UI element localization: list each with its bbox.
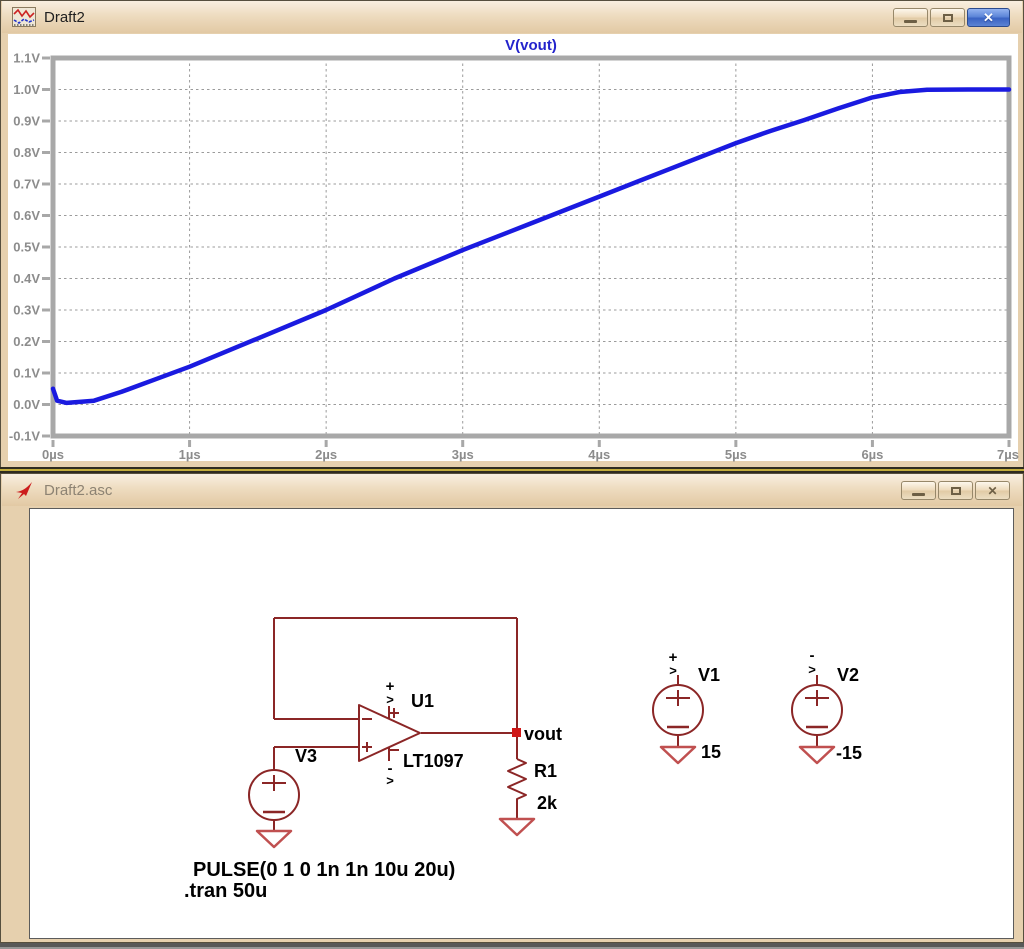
ltspice-schematic-icon bbox=[16, 482, 32, 499]
close-icon: ✕ bbox=[987, 483, 998, 498]
v2-net-flag: - bbox=[810, 647, 815, 664]
opamp-triangle bbox=[358, 704, 421, 762]
spice-directive-tran: .tran 50u bbox=[184, 880, 267, 902]
opamp-U1[interactable] bbox=[358, 704, 421, 762]
y-tick-label: 1.1V bbox=[13, 51, 40, 66]
vout-node-dot bbox=[512, 728, 521, 737]
source-circle bbox=[248, 769, 300, 821]
y-tick-label: 0.3V bbox=[13, 303, 40, 318]
schematic-canvas[interactable]: U1 LT1097 vout R1 2k V3 V1 15 V2 -15 PULSE(0 1 0 1… bbox=[29, 508, 1014, 939]
voltage-source-V3[interactable] bbox=[248, 769, 300, 821]
minimize-icon bbox=[912, 493, 925, 496]
close-button[interactable]: ✕ bbox=[975, 481, 1010, 500]
plot-window-title: Draft2 bbox=[44, 8, 85, 26]
opamp-vminus-flag: - bbox=[388, 760, 393, 777]
wires[interactable] bbox=[273, 617, 818, 831]
opamp-vplus-flag-arrow: > bbox=[386, 692, 394, 707]
restore-button[interactable] bbox=[930, 8, 965, 27]
window-divider bbox=[0, 467, 1024, 473]
y-tick-label: 0.4V bbox=[13, 271, 40, 286]
x-tick-label: 6µs bbox=[861, 447, 883, 462]
y-tick-label: 1.0V bbox=[13, 82, 40, 97]
v3-ref-label: V3 bbox=[295, 746, 317, 766]
x-tick-label: 1µs bbox=[179, 447, 201, 462]
v2-ref-label: V2 bbox=[837, 665, 859, 685]
resistor-value-label: 2k bbox=[537, 793, 558, 813]
y-tick-label: 0.0V bbox=[13, 397, 40, 412]
y-tick-label: 0.1V bbox=[13, 366, 40, 381]
y-tick-label: 0.2V bbox=[13, 334, 40, 349]
x-tick-label: 4µs bbox=[588, 447, 610, 462]
net-label-vout: vout bbox=[524, 724, 562, 744]
ground-symbol[interactable] bbox=[255, 829, 293, 849]
v2-value-label: -15 bbox=[836, 743, 862, 763]
y-tick-label: 0.8V bbox=[13, 145, 40, 160]
source-circle bbox=[652, 684, 704, 736]
close-button[interactable]: ✕ bbox=[967, 8, 1010, 27]
restore-icon bbox=[950, 486, 961, 495]
close-icon: ✕ bbox=[983, 10, 994, 25]
x-tick-label: 7µs bbox=[997, 447, 1019, 462]
y-tick-label: 0.7V bbox=[13, 177, 40, 192]
opamp-vminus-flag-arrow: > bbox=[386, 773, 394, 788]
ground-symbol[interactable] bbox=[498, 817, 536, 837]
v1-value-label: 15 bbox=[701, 742, 721, 762]
x-tick-label: 2µs bbox=[315, 447, 337, 462]
restore-icon bbox=[942, 13, 953, 22]
opamp-part-label: LT1097 bbox=[403, 751, 464, 771]
waveform-chart: 1.1V 1.0V 0.9V 0.8V 0.7V 0.6V 0.5V 0.4V 0.3V 0.2V… bbox=[9, 37, 1019, 462]
v1-net-flag: + bbox=[669, 649, 678, 666]
waveform-plot-icon bbox=[12, 7, 36, 27]
y-tick-label: 0.6V bbox=[13, 208, 40, 223]
ground-triangle bbox=[659, 745, 697, 765]
chart-title: V(vout) bbox=[505, 37, 557, 54]
waveform-plot-pane[interactable]: 1.1V 1.0V 0.9V 0.8V 0.7V 0.6V 0.5V 0.4V 0.3V 0.2V… bbox=[8, 34, 1019, 462]
plot-border bbox=[50, 55, 1012, 439]
y-tick-label: -0.1V bbox=[9, 429, 40, 444]
voltage-source-V2[interactable] bbox=[791, 684, 843, 736]
resistor-ref-label: R1 bbox=[534, 761, 557, 781]
bottom-edge bbox=[0, 943, 1024, 947]
ground-triangle bbox=[498, 817, 536, 837]
schematic-drawing: U1 LT1097 vout R1 2k V3 V1 15 V2 -15 PULSE(0 1 0 1… bbox=[184, 617, 862, 902]
ground-symbol[interactable] bbox=[798, 745, 836, 765]
ground-symbol[interactable] bbox=[659, 745, 697, 765]
minimize-button[interactable] bbox=[893, 8, 928, 27]
x-tick-label: 5µs bbox=[725, 447, 747, 462]
v2-net-flag-arrow: > bbox=[808, 662, 816, 677]
voltage-source-V1[interactable] bbox=[652, 684, 704, 736]
schematic-window-titlebar[interactable]: Draft2.asc ✕ bbox=[2, 474, 1022, 506]
ground-triangle bbox=[255, 829, 293, 849]
y-tick-label: 0.9V bbox=[13, 114, 40, 129]
x-tick-label: 3µs bbox=[452, 447, 474, 462]
v1-ref-label: V1 bbox=[698, 665, 720, 685]
x-tick-label: 0µs bbox=[42, 447, 64, 462]
ground-triangle bbox=[798, 745, 836, 765]
opamp-ref-label: U1 bbox=[411, 691, 434, 711]
schematic-window-title: Draft2.asc bbox=[44, 481, 113, 499]
schematic-window: Draft2.asc ✕ U1 LT1097 vout R1 2k V3 V1 15 V2 -15… bbox=[0, 473, 1024, 943]
trace-vout bbox=[50, 87, 1012, 406]
minimize-icon bbox=[904, 20, 917, 23]
bottom-edge-highlight bbox=[0, 947, 1024, 949]
y-tick-label: 0.5V bbox=[13, 240, 40, 255]
minimize-button[interactable] bbox=[901, 481, 936, 500]
resistor-body bbox=[507, 758, 527, 805]
opamp-vplus-flag: + bbox=[386, 678, 395, 695]
plot-window-titlebar[interactable]: Draft2 ✕ bbox=[2, 1, 1022, 33]
plot-window: Draft2 ✕ 1.1V 1.0V 0.9V 0.8V 0.7V 0.6V 0.5V 0.4… bbox=[0, 0, 1024, 467]
spice-directive-pulse: PULSE(0 1 0 1n 1n 10u 20u) bbox=[193, 859, 455, 881]
resistor-R1[interactable] bbox=[507, 758, 527, 805]
v1-net-flag-arrow: > bbox=[669, 663, 677, 678]
source-circle bbox=[791, 684, 843, 736]
restore-button[interactable] bbox=[938, 481, 973, 500]
